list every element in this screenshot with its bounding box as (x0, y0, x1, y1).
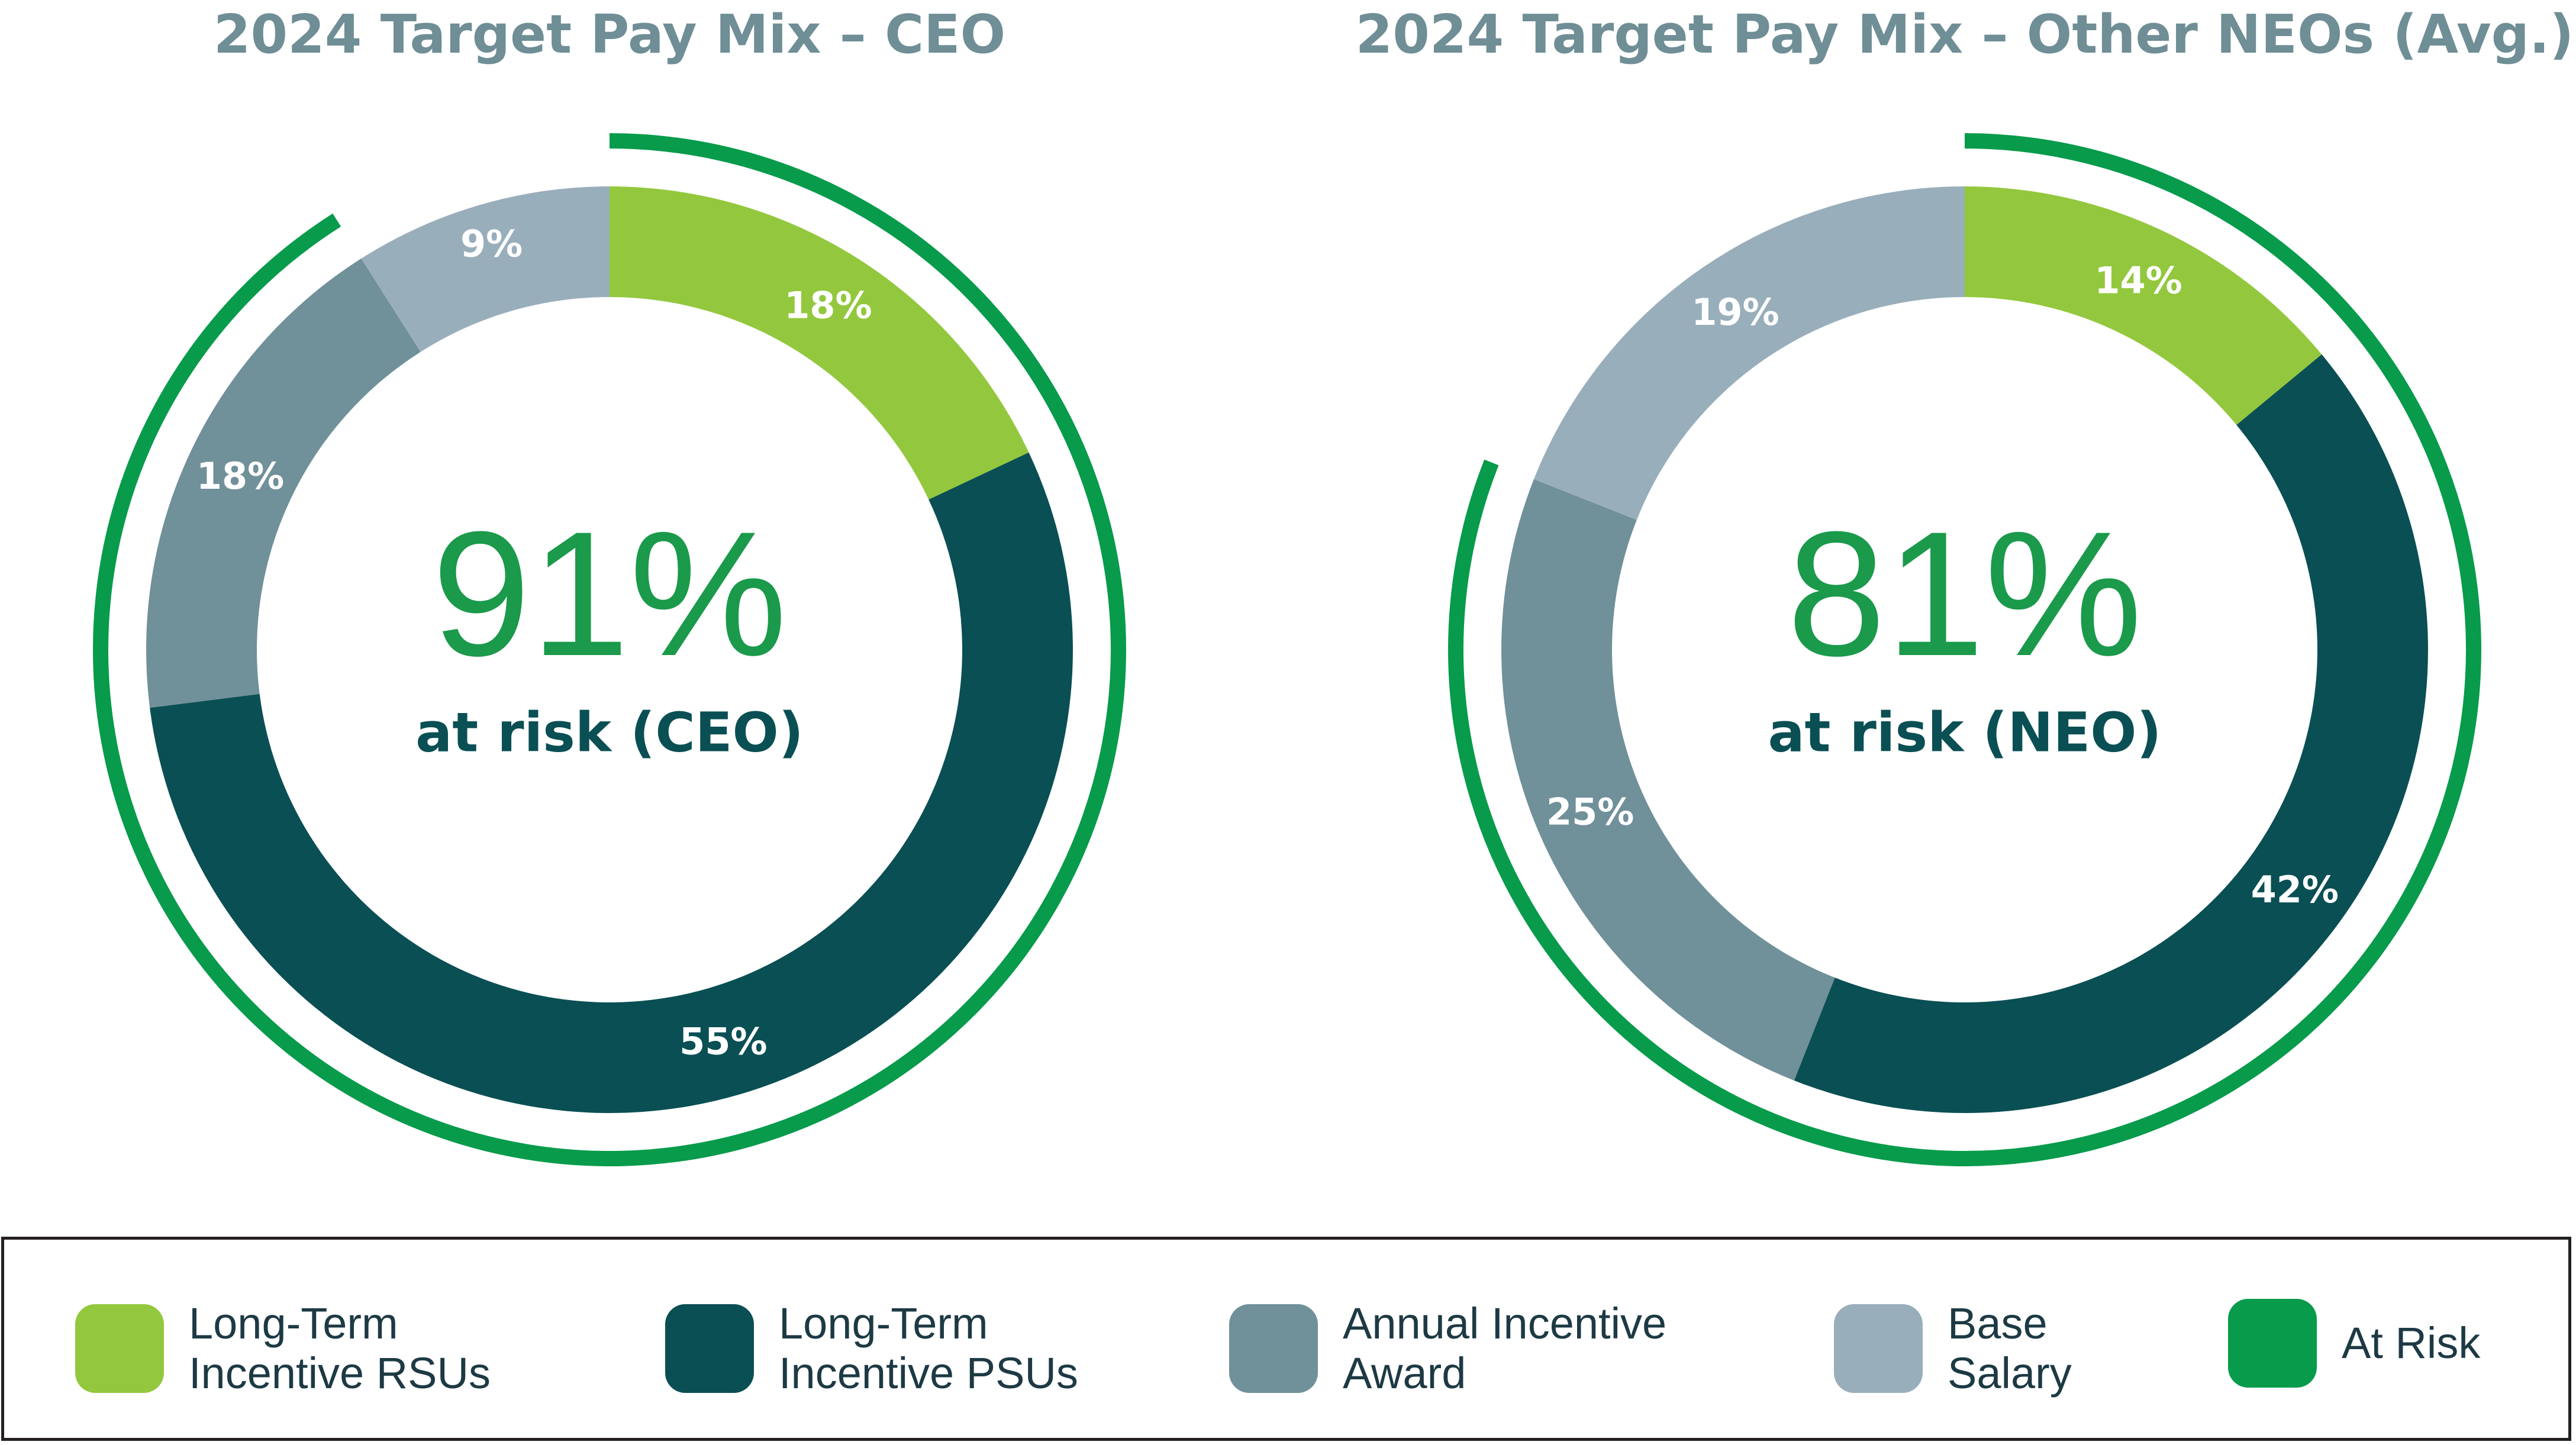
neo-segment-base (1533, 186, 1965, 520)
neo-segment-label-psu: 42% (2251, 868, 2339, 911)
legend-swatch-atrisk (2228, 1299, 2317, 1388)
legend-item-aia: Annual Incentive Award (1229, 1299, 1666, 1398)
neo-chart-title: 2024 Target Pay Mix – Other NEOs (Avg.) (1355, 4, 2574, 66)
neo-segment-label-base: 19% (1691, 291, 1779, 334)
legend-item-atrisk: At Risk (2228, 1299, 2480, 1388)
ceo-segment-psu (150, 452, 1073, 1114)
legend: Long-Term Incentive RSUs Long-Term Incen… (1, 1237, 2571, 1441)
legend-label-psu: Long-Term Incentive PSUs (779, 1299, 1078, 1398)
ceo-segment-label-base: 9% (460, 222, 523, 265)
legend-label-base: Base Salary (1948, 1299, 2072, 1398)
legend-swatch-psu (665, 1304, 754, 1393)
ceo-segment-base (361, 186, 610, 352)
legend-swatch-base (1834, 1304, 1923, 1393)
neo-at-risk-value: 81% (1787, 494, 2142, 693)
ceo-at-risk-label: at risk (CEO) (415, 701, 804, 765)
neo-at-risk-label: at risk (NEO) (1768, 701, 2161, 765)
ceo-segment-label-aia: 18% (196, 454, 284, 498)
legend-item-rsu: Long-Term Incentive RSUs (75, 1299, 491, 1398)
neo-segment-label-rsu: 14% (2094, 259, 2182, 302)
legend-label-aia: Annual Incentive Award (1343, 1299, 1667, 1398)
ceo-segment-aia (146, 258, 421, 708)
ceo-at-risk-value: 91% (432, 494, 787, 693)
legend-swatch-aia (1229, 1304, 1318, 1393)
legend-swatch-rsu (75, 1304, 164, 1393)
neo-segment-rsu (1965, 186, 2322, 425)
ceo-segment-label-rsu: 18% (784, 283, 872, 327)
legend-item-psu: Long-Term Incentive PSUs (665, 1299, 1078, 1398)
legend-label-atrisk: At Risk (2342, 1318, 2481, 1367)
neo-at-risk-arc (1448, 133, 2481, 1166)
ceo-chart-title: 2024 Target Pay Mix – CEO (213, 4, 1006, 66)
legend-label-rsu: Long-Term Incentive RSUs (189, 1299, 491, 1398)
ceo-segment-rsu (610, 186, 1029, 500)
ceo-at-risk-arc (93, 133, 1126, 1166)
ceo-segment-label-psu: 55% (679, 1020, 767, 1063)
neo-segment-psu (1794, 354, 2429, 1114)
legend-item-base: Base Salary (1834, 1299, 2072, 1398)
neo-segment-aia (1501, 479, 1835, 1081)
donut-charts: 18% 55% 18% 9% 91% at risk (CEO) 14% 42% 25% 19% 8… (93, 133, 2481, 1166)
neo-segment-label-aia: 25% (1546, 790, 1634, 833)
